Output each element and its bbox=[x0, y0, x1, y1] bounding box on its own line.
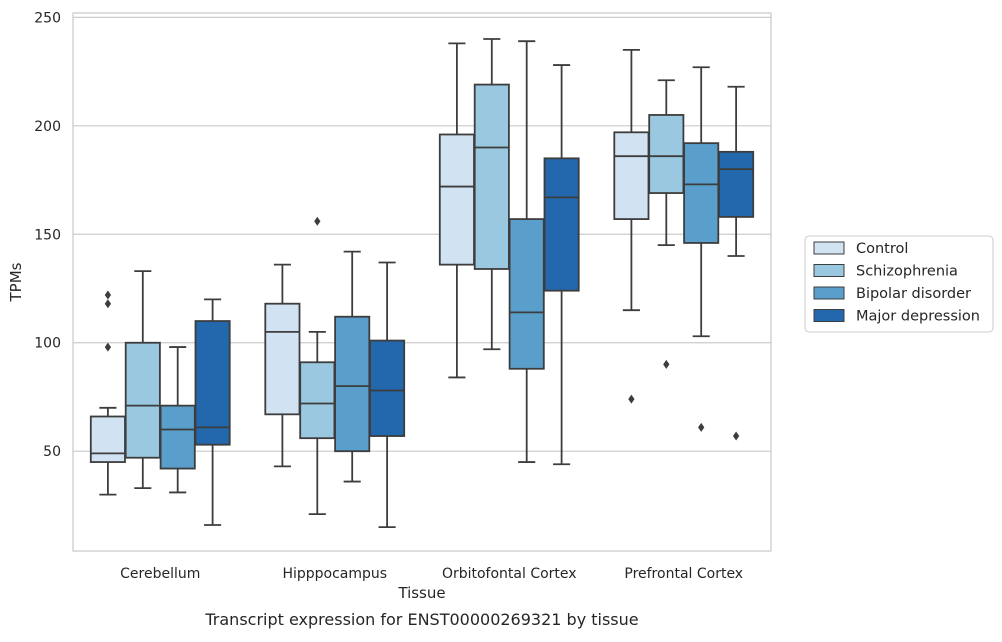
legend-frame bbox=[804, 235, 994, 333]
box bbox=[648, 79, 685, 369]
y-tick-label: 150 bbox=[34, 227, 61, 243]
box-iqr bbox=[648, 114, 685, 194]
x-tick-label: Orbitofontal Cortex bbox=[442, 566, 577, 582]
box bbox=[613, 48, 650, 404]
y-axis-label: TPMs bbox=[7, 262, 25, 302]
box-iqr bbox=[683, 142, 720, 244]
x-tick-label: Cerebellum bbox=[120, 566, 200, 582]
x-axis-label: Tissue bbox=[397, 584, 445, 602]
box-iqr bbox=[89, 415, 126, 463]
legend-label: Schizophrenia bbox=[856, 264, 958, 280]
legend-swatch bbox=[813, 286, 845, 300]
box-iqr bbox=[613, 131, 650, 220]
outlier-point bbox=[698, 422, 705, 432]
box bbox=[718, 85, 755, 441]
outlier-point bbox=[104, 299, 112, 309]
legend-label: Bipolar disorder bbox=[856, 286, 971, 302]
box bbox=[89, 290, 126, 496]
box bbox=[438, 42, 475, 379]
outlier-point bbox=[104, 290, 112, 300]
legend: Control Schizophrenia Bipolar disorder Majo… bbox=[804, 235, 994, 333]
legend-items: Control Schizophrenia Bipolar disorder Majo… bbox=[813, 241, 980, 325]
box bbox=[683, 66, 720, 432]
box-iqr bbox=[369, 339, 406, 437]
outlier-point bbox=[663, 359, 670, 369]
legend-swatch bbox=[813, 309, 845, 322]
box bbox=[369, 261, 406, 529]
box bbox=[264, 263, 301, 468]
outlier-point bbox=[104, 342, 112, 352]
x-tick-label: Hipppocampus bbox=[282, 566, 387, 582]
box-layer bbox=[89, 38, 755, 529]
box-iqr bbox=[438, 133, 475, 266]
box bbox=[473, 38, 510, 351]
box-iqr bbox=[264, 302, 301, 416]
outlier-point bbox=[628, 394, 635, 404]
box bbox=[299, 216, 336, 516]
legend-label: Control bbox=[856, 241, 908, 257]
box bbox=[334, 250, 371, 483]
box-iqr bbox=[718, 150, 755, 218]
box bbox=[194, 298, 231, 526]
outlier-point bbox=[732, 431, 740, 441]
box-iqr bbox=[124, 341, 161, 459]
y-tick-label: 250 bbox=[34, 10, 61, 26]
chart-caption: Transcript expression for ENST0000026932… bbox=[204, 610, 638, 629]
box bbox=[508, 40, 545, 463]
box-iqr bbox=[299, 361, 336, 440]
x-tick-label: Prefrontal Cortex bbox=[624, 566, 743, 582]
box bbox=[124, 270, 161, 489]
box-iqr bbox=[334, 315, 371, 453]
box-iqr bbox=[543, 157, 580, 292]
box-iqr bbox=[159, 404, 196, 470]
y-tick-label: 50 bbox=[43, 444, 61, 460]
plot-frame bbox=[72, 12, 772, 552]
box bbox=[159, 346, 196, 494]
box bbox=[543, 64, 580, 466]
y-tick-label: 100 bbox=[34, 336, 61, 352]
y-tick-labels: 50 100 150 200 250 bbox=[34, 10, 61, 460]
outlier-point bbox=[314, 216, 321, 226]
legend-swatch bbox=[813, 264, 845, 277]
box-iqr bbox=[194, 320, 231, 446]
legend-label: Major depression bbox=[856, 309, 980, 325]
y-tick-label: 200 bbox=[34, 119, 61, 135]
box-iqr bbox=[473, 83, 510, 270]
box-iqr bbox=[508, 218, 545, 370]
legend-swatch bbox=[813, 241, 845, 255]
x-tick-labels: Cerebellum Hipppocampus Orbitofontal Corte… bbox=[120, 566, 743, 582]
